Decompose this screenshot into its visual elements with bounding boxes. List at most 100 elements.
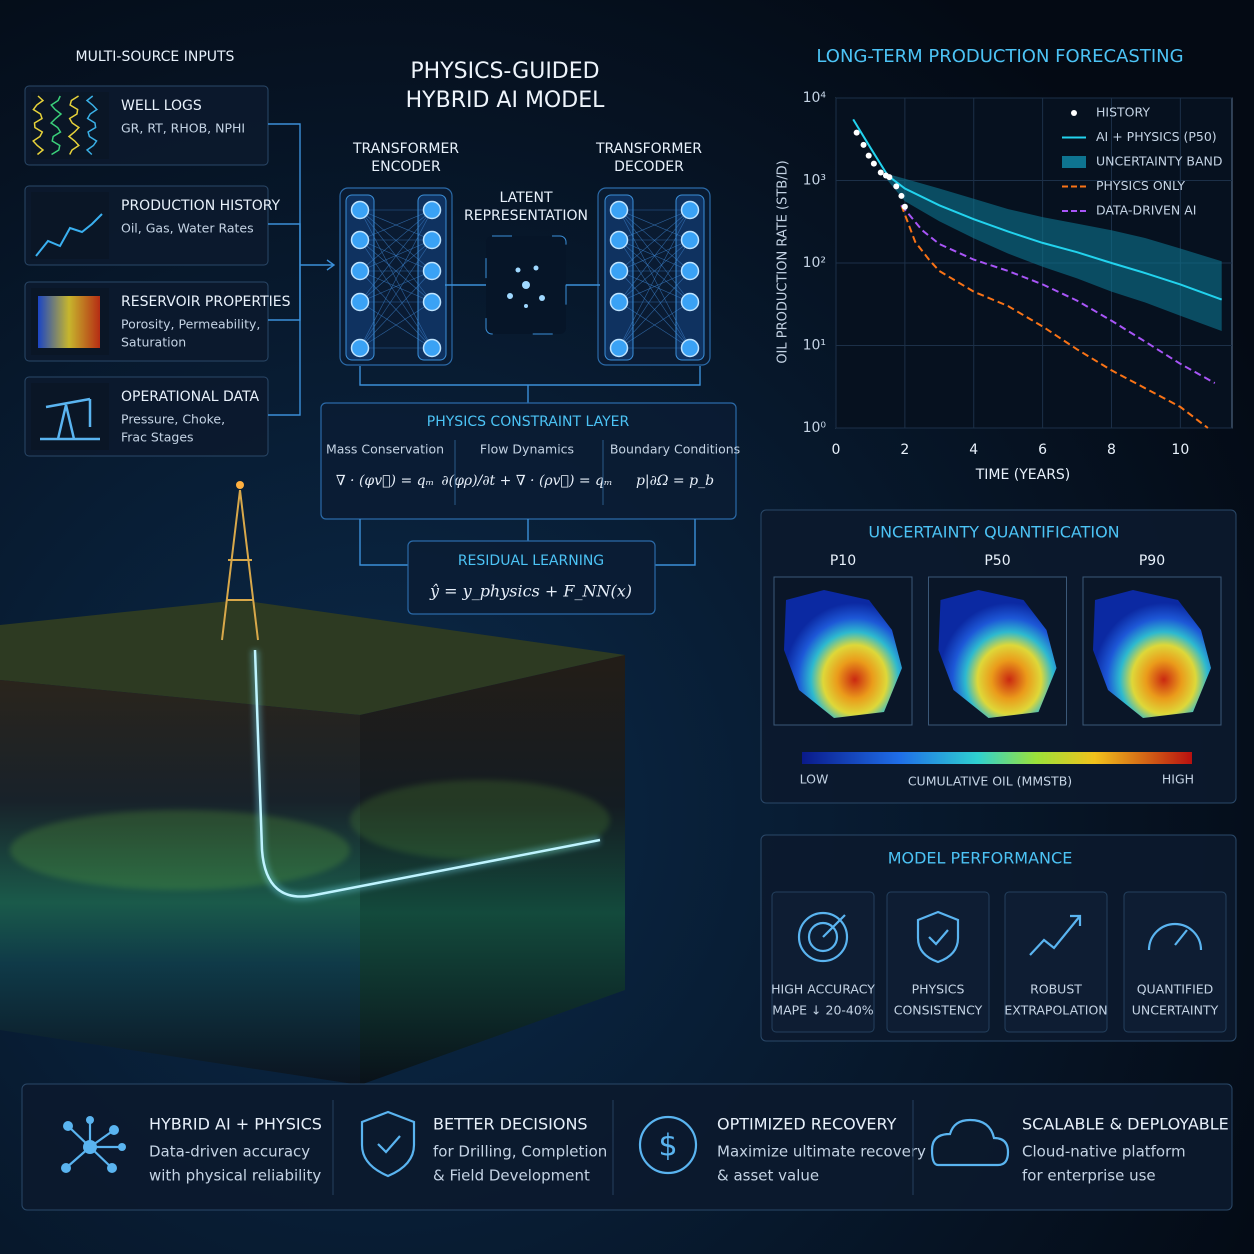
edge xyxy=(359,209,433,272)
input-title: OPERATIONAL DATA xyxy=(121,389,259,405)
map-label: P10 xyxy=(830,553,856,569)
latent-point xyxy=(539,295,545,301)
performance-label: UNCERTAINTY xyxy=(1132,1003,1219,1018)
wellbore xyxy=(253,649,601,898)
connector-arrow xyxy=(300,259,336,271)
benefit-line: with physical reliability xyxy=(149,1167,321,1185)
benefit-title: HYBRID AI + PHYSICS xyxy=(149,1115,322,1134)
benefit-node xyxy=(83,1140,97,1154)
edge xyxy=(618,239,691,272)
edge xyxy=(359,239,433,272)
benefit-title: OPTIMIZED RECOVERY xyxy=(717,1115,897,1134)
history-point xyxy=(853,129,860,136)
x-tick-label: 8 xyxy=(1107,442,1116,458)
node xyxy=(422,230,442,250)
performance-label: HIGH ACCURACY xyxy=(771,982,875,997)
performance-label: MAPE ↓ 20-40% xyxy=(772,1003,874,1018)
chart-title: LONG-TERM PRODUCTION FORECASTING xyxy=(816,46,1183,67)
edge xyxy=(618,239,691,303)
scale-high: HIGH xyxy=(1162,772,1194,787)
encoder-label: ENCODER xyxy=(371,159,441,175)
residual-box xyxy=(407,540,656,615)
map-heat xyxy=(1093,590,1211,718)
log-trace xyxy=(67,95,81,155)
node xyxy=(422,261,442,281)
edge xyxy=(618,270,691,349)
input-detail: GR, RT, RHOB, NPHI xyxy=(121,121,245,136)
residual-title: RESIDUAL LEARNING xyxy=(458,553,604,569)
node xyxy=(680,230,700,250)
encoder-label: TRANSFORMER xyxy=(352,141,459,157)
input-detail: Pressure, Choke, xyxy=(121,412,225,427)
benefit-line: for enterprise use xyxy=(1022,1167,1156,1185)
node xyxy=(350,338,370,358)
derrick-light xyxy=(236,481,244,489)
benefit-node xyxy=(109,1125,119,1135)
benefit-node xyxy=(107,1163,117,1173)
legend-label: AI + PHYSICS (P50) xyxy=(1096,129,1217,144)
latent-point xyxy=(533,265,539,271)
edge xyxy=(359,270,433,303)
history-point xyxy=(886,174,893,181)
performance-icon xyxy=(1029,914,1082,956)
legend-symbol xyxy=(1062,156,1086,168)
node xyxy=(680,261,700,281)
node xyxy=(422,200,442,220)
constraint-title: PHYSICS CONSTRAINT LAYER xyxy=(427,414,630,430)
pumpjack xyxy=(40,397,100,441)
panel-title: MODEL PERFORMANCE xyxy=(888,849,1073,868)
edge xyxy=(618,209,691,272)
series-line xyxy=(900,204,1209,429)
node xyxy=(609,261,629,281)
performance-label: QUANTIFIED xyxy=(1137,982,1214,997)
block-top xyxy=(0,600,625,715)
input-detail: Oil, Gas, Water Rates xyxy=(121,221,254,236)
reservoir-cube xyxy=(38,296,100,348)
panel-title: UNCERTAINTY QUANTIFICATION xyxy=(868,523,1119,542)
benefit-icon xyxy=(930,1118,1010,1167)
performance-card xyxy=(1004,891,1108,1033)
y-tick-label: 10³ xyxy=(803,173,826,189)
input-detail: Saturation xyxy=(121,335,186,350)
node xyxy=(350,292,370,312)
term-name: Flow Dynamics xyxy=(480,442,574,457)
benefit-line: Maximize ultimate recovery xyxy=(717,1143,926,1161)
input-title: PRODUCTION HISTORY xyxy=(121,198,281,214)
edge xyxy=(618,239,691,349)
latent-point xyxy=(524,304,528,308)
term-equation: ∇ · (φv⃗) = qₘ xyxy=(336,473,434,489)
edge xyxy=(618,209,691,349)
history-point xyxy=(898,192,905,199)
benefit-node xyxy=(61,1163,71,1173)
node xyxy=(609,292,629,312)
node xyxy=(609,338,629,358)
node xyxy=(422,338,442,358)
benefit-line: & asset value xyxy=(717,1167,819,1185)
model-title: PHYSICS-GUIDED xyxy=(410,59,599,84)
log-trace xyxy=(32,95,45,156)
reservoir-block xyxy=(0,481,625,1085)
edge xyxy=(618,301,691,349)
edge xyxy=(618,209,691,303)
node xyxy=(350,230,370,250)
term-name: Boundary Conditions xyxy=(610,442,740,457)
legend-label: HISTORY xyxy=(1096,105,1150,120)
node xyxy=(609,200,629,220)
x-tick-label: 4 xyxy=(969,442,978,458)
node xyxy=(350,200,370,220)
performance-card xyxy=(1123,891,1227,1033)
input-title: RESERVOIR PROPERTIES xyxy=(121,294,291,310)
edge xyxy=(359,209,433,241)
benefit-node xyxy=(118,1143,126,1151)
latent-point xyxy=(515,267,521,273)
edge xyxy=(359,270,433,349)
decoder-label: TRANSFORMER xyxy=(595,141,702,157)
scale-low: LOW xyxy=(800,772,829,787)
performance-label: PHYSICS xyxy=(912,982,965,997)
node xyxy=(422,292,442,312)
latent-label: REPRESENTATION xyxy=(464,208,588,224)
benefit-node xyxy=(63,1121,73,1131)
edge xyxy=(618,270,691,303)
benefits-panel xyxy=(21,1083,1233,1211)
block-side xyxy=(360,655,625,1085)
